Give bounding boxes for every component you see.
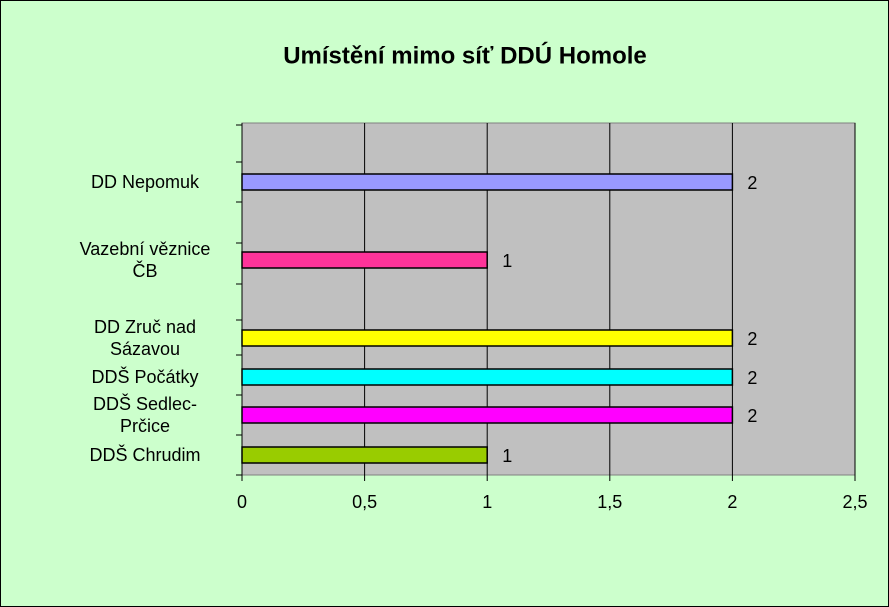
bar: [241, 173, 734, 191]
x-tick-label: 0,5: [352, 492, 377, 512]
category-label: Vazební věznice ČB: [79, 239, 211, 281]
category-label: DDŠ Chrudim: [89, 445, 201, 465]
x-tick-label: 1: [482, 492, 492, 512]
value-label: 2: [747, 173, 757, 193]
bar: [241, 446, 488, 464]
category-label: DD Nepomuk: [90, 172, 200, 192]
bar: [241, 368, 734, 386]
category-label: DDŠ Počátky: [91, 367, 199, 387]
bar: [241, 406, 734, 424]
bar: [241, 251, 488, 269]
category-label: DDŠ Sedlec-Prčice: [92, 394, 198, 436]
value-label: 2: [747, 406, 757, 426]
value-label: 1: [502, 251, 512, 271]
x-tick-label: 2: [727, 492, 737, 512]
x-tick-label: 0: [237, 492, 247, 512]
x-tick-label: 2,5: [842, 492, 867, 512]
value-label: 2: [747, 329, 757, 349]
value-label: 2: [747, 368, 757, 388]
value-label: 1: [502, 446, 512, 466]
category-label: DD Zruč nad Sázavou: [93, 317, 197, 359]
x-tick-label: 1,5: [597, 492, 622, 512]
chart-title: Umístění mimo síť DDÚ Homole: [283, 41, 647, 69]
bar: [241, 329, 734, 347]
